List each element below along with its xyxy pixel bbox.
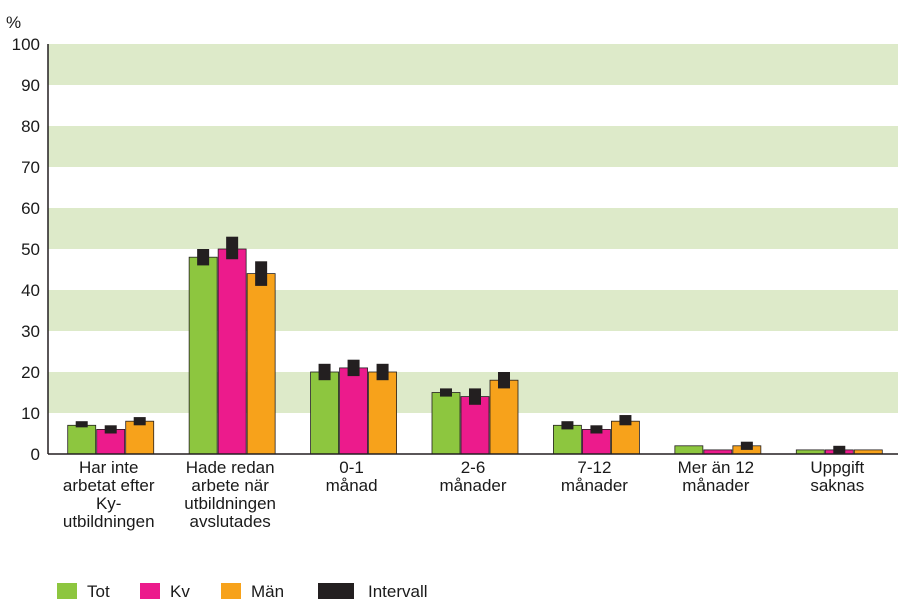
category-label: Uppgift [810, 458, 864, 477]
category-label: utbildningen [63, 512, 155, 531]
interval-mark [318, 363, 331, 381]
bar-kv-3 [460, 396, 490, 455]
category-label: utbildningen [184, 494, 276, 513]
bar-tot-2 [310, 371, 339, 455]
bar-kv-1 [217, 248, 247, 455]
bar-tot-5 [674, 445, 704, 455]
bar-mn-0 [125, 420, 155, 455]
bar-tot-0 [67, 424, 97, 455]
interval-mark [469, 388, 481, 405]
grid-band [48, 290, 898, 331]
y-tick-label: 30 [21, 322, 40, 341]
legend-label: Kv [170, 582, 190, 601]
bars [67, 248, 883, 455]
legend-swatch [318, 583, 354, 599]
bar-kv-2 [339, 367, 368, 455]
grid-band [48, 44, 898, 85]
legend-swatch [221, 583, 241, 599]
legend: Tot Kv Män Intervall [57, 582, 428, 601]
category-label: Har inte [79, 458, 139, 477]
category-label: Hade redan [186, 458, 275, 477]
interval-marks [75, 236, 846, 454]
interval-mark [376, 363, 389, 381]
category-label: Ky- [96, 494, 122, 513]
interval-mark [255, 261, 268, 286]
category-label: saknas [810, 476, 864, 495]
interval-mark [440, 388, 452, 397]
bar-tot-3 [431, 392, 461, 455]
y-axis-ticks: 0 10 20 30 40 50 60 70 80 90 100 [12, 35, 40, 464]
category-label: månader [682, 476, 749, 495]
bar-tot-4 [553, 424, 582, 455]
interval-mark [197, 249, 210, 266]
category-label: avslutades [190, 512, 271, 531]
legend-swatch [140, 583, 160, 599]
category-label: 2-6 [461, 458, 486, 477]
category-label: arbete när [191, 476, 269, 495]
y-tick-label: 60 [21, 199, 40, 218]
y-tick-label: 80 [21, 117, 40, 136]
interval-mark [740, 441, 753, 450]
legend-label: Män [251, 582, 284, 601]
category-label: arbetat efter [63, 476, 155, 495]
grid-band [48, 126, 898, 167]
category-label: 7-12 [577, 458, 611, 477]
category-label: 0-1 [339, 458, 364, 477]
legend-swatch [57, 583, 77, 599]
category-label: månader [439, 476, 506, 495]
legend-label: Intervall [368, 582, 428, 601]
interval-mark [498, 372, 510, 389]
interval-mark [619, 415, 632, 426]
y-unit-label: % [6, 13, 21, 32]
y-tick-label: 20 [21, 363, 40, 382]
grid-band [48, 208, 898, 249]
category-label: månad [326, 476, 378, 495]
interval-mark [104, 425, 117, 434]
y-tick-label: 40 [21, 281, 40, 300]
interval-mark [590, 425, 603, 434]
interval-mark [347, 359, 360, 377]
interval-mark [561, 421, 574, 430]
category-label: månader [561, 476, 628, 495]
y-tick-label: 70 [21, 158, 40, 177]
bar-mn-1 [246, 273, 276, 455]
y-tick-label: 50 [21, 240, 40, 259]
bar-mn-4 [611, 420, 640, 455]
y-tick-label: 100 [12, 35, 40, 54]
interval-mark [833, 445, 846, 454]
y-tick-label: 10 [21, 404, 40, 423]
category-label: Mer än 12 [678, 458, 755, 477]
bar-tot-1 [188, 256, 218, 455]
y-tick-label: 90 [21, 76, 40, 95]
interval-mark [75, 421, 88, 428]
grid-bands [48, 44, 898, 413]
bar-mn-2 [368, 371, 397, 455]
bar-mn-3 [489, 379, 519, 455]
interval-mark [133, 417, 146, 426]
legend-label: Tot [87, 582, 110, 601]
y-tick-label: 0 [31, 445, 40, 464]
interval-mark [226, 236, 239, 260]
